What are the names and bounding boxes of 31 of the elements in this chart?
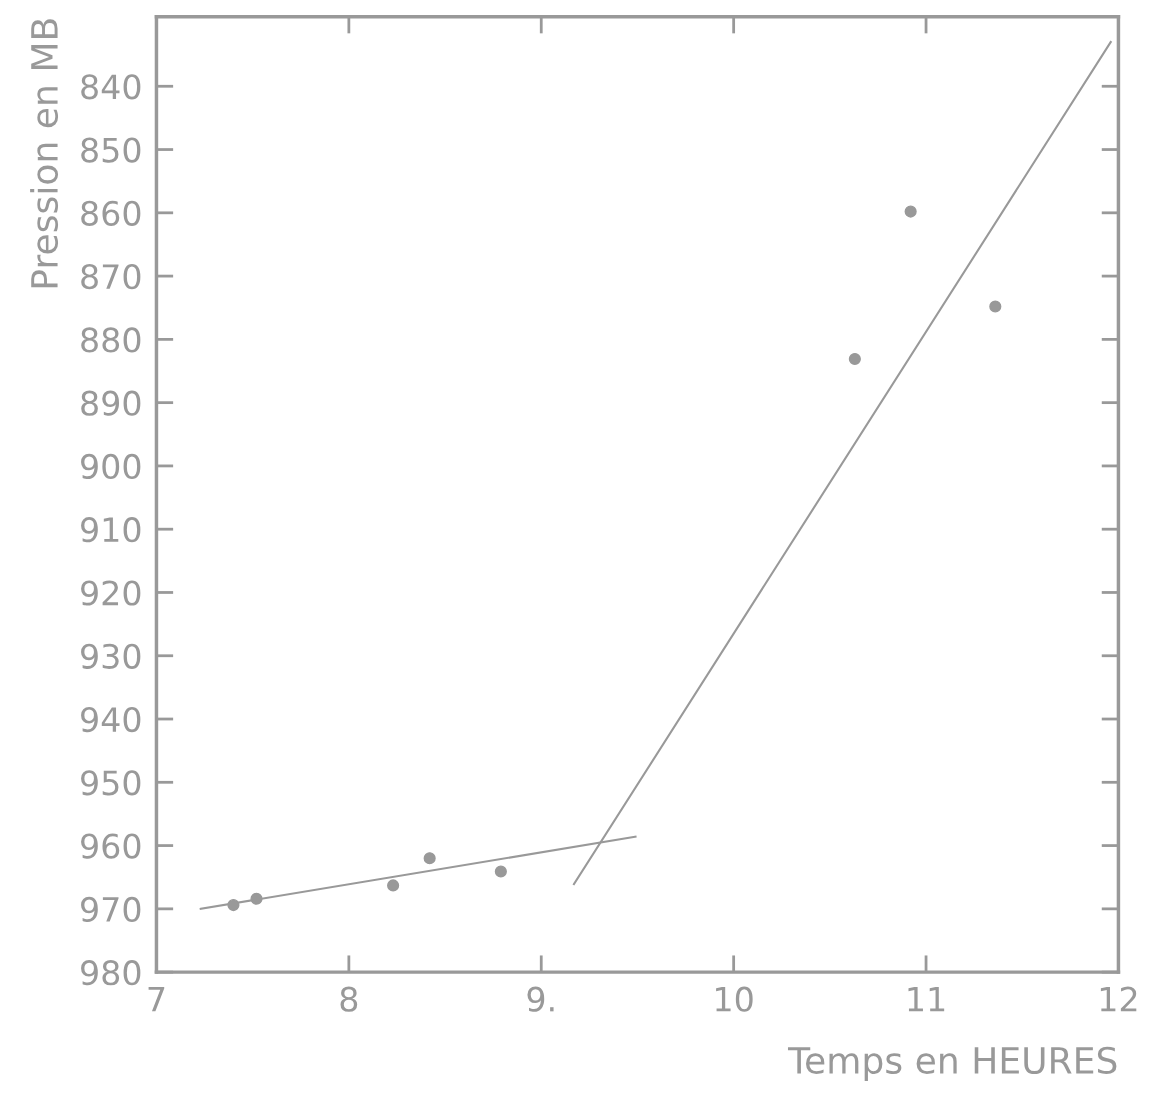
y-tick-label: 930: [81, 643, 141, 669]
y-tick-label: 860: [81, 200, 141, 226]
x-tick-label: 10: [716, 986, 753, 1012]
point: [250, 892, 263, 905]
y-tick-label: 890: [81, 390, 141, 416]
point: [989, 300, 1002, 313]
x-axis-title: Temps en HEURES: [787, 1046, 1117, 1081]
y-axis-title: Pression en MB: [30, 19, 59, 288]
point: [904, 205, 917, 218]
x-tick-label: 7: [148, 987, 165, 1012]
y-tick-label: 850: [81, 137, 141, 163]
y-tick-label: 920: [81, 580, 141, 606]
point: [494, 865, 507, 878]
x-tick-label: 9.: [527, 986, 554, 1012]
point: [387, 879, 400, 892]
y-tick-label: 900: [81, 453, 141, 480]
y-tick-label: 880: [81, 327, 141, 353]
y-tick-label: 960: [81, 833, 141, 859]
y-tick-label: 940: [81, 706, 141, 733]
y-tick-label: 870: [81, 264, 141, 290]
y-tick-label: 970: [81, 896, 141, 922]
y-tick-label: 840: [81, 74, 141, 100]
y-tick-label: 950: [81, 770, 141, 796]
y-tick-label: 910: [81, 517, 141, 543]
x-tick-label: 8: [340, 986, 358, 1012]
y-tick-label: 980: [81, 960, 141, 986]
x-tick-label: 12: [1100, 986, 1137, 1012]
x-tick-label: 11: [908, 987, 945, 1012]
point: [423, 852, 436, 865]
point: [848, 352, 861, 366]
point: [227, 898, 240, 912]
